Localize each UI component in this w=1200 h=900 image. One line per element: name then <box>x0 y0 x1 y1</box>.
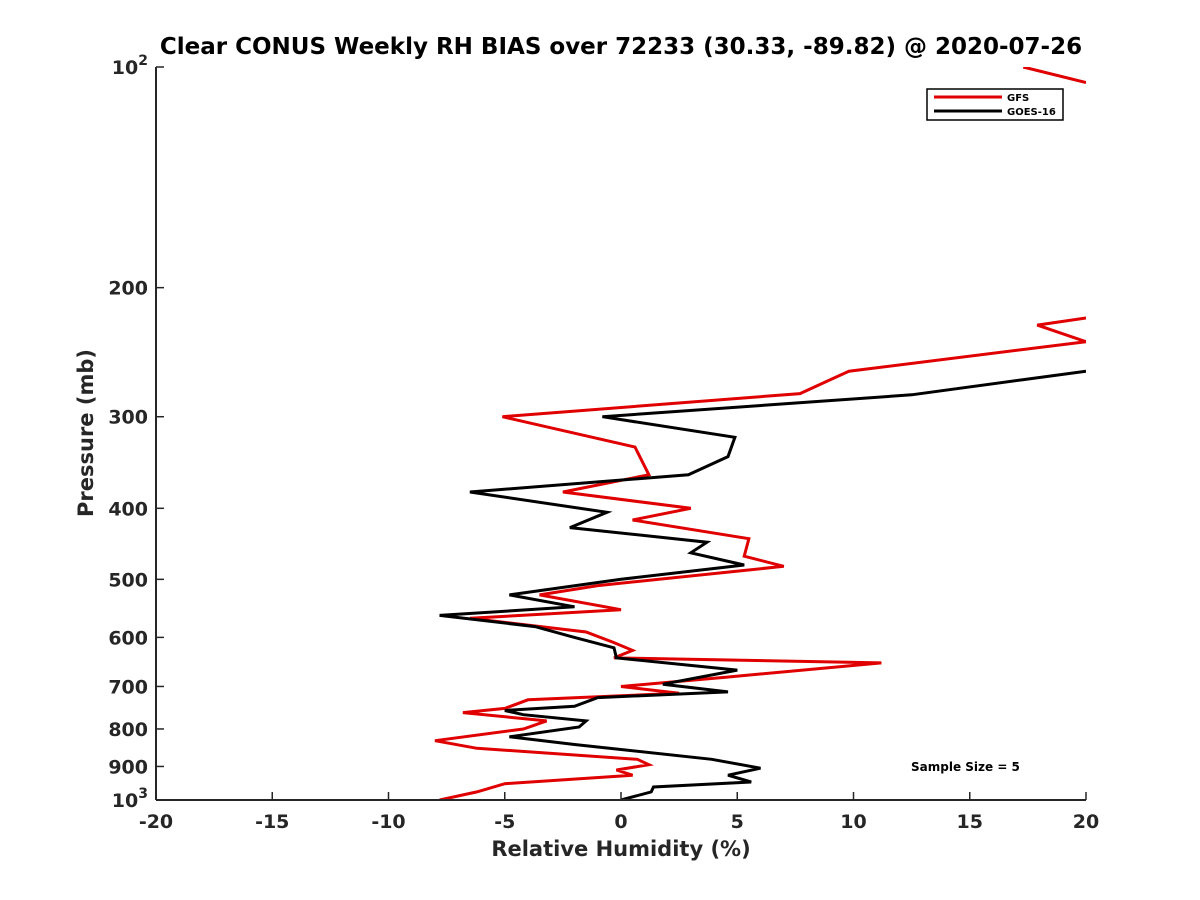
series-layer <box>434 67 1086 800</box>
sample-size-annotation: Sample Size = 5 <box>911 760 1020 774</box>
x-tick-label: -10 <box>371 811 405 833</box>
x-tick-label: 15 <box>957 811 983 833</box>
y-axis-label: Pressure (mb) <box>74 349 98 517</box>
plot-area: -20 -15 -10 -5 0 5 10 15 20 10220030040050060070… <box>108 53 1099 833</box>
series-line-segment-2 <box>1022 67 1086 84</box>
y-tick-label: 103 <box>112 786 148 812</box>
y-tick-label: 500 <box>108 569 148 591</box>
plot-background <box>156 67 1086 800</box>
x-tick-label: 10 <box>840 811 866 833</box>
y-tick-exponent: 2 <box>138 53 148 69</box>
y-tick-label: 700 <box>108 676 148 698</box>
x-tick-label: 5 <box>731 811 744 833</box>
chart-title: Clear CONUS Weekly RH BIAS over 72233 (3… <box>160 34 1082 60</box>
legend-box <box>926 88 1064 121</box>
y-tick-label: 300 <box>108 407 148 429</box>
y-tick-base: 10 <box>112 790 138 812</box>
series-line-goes-16 <box>439 369 1086 800</box>
series-line-gfs <box>434 316 1086 800</box>
y-tick-label: 900 <box>108 756 148 778</box>
y-tick-exponent: 3 <box>138 786 148 802</box>
x-tick-label: 20 <box>1073 811 1099 833</box>
y-tick-base: 10 <box>112 57 138 79</box>
y-tick-label: 800 <box>108 719 148 741</box>
x-tick-label: -5 <box>494 811 515 833</box>
legend-label-gfs: GFS <box>1007 93 1029 104</box>
y-tick-label: 600 <box>108 627 148 649</box>
y-tick-label: 102 <box>112 53 148 79</box>
legend: GFS GOES-16 <box>926 88 1064 121</box>
x-tick-label: 0 <box>614 811 627 833</box>
x-tick-label: -15 <box>255 811 289 833</box>
x-ticks: -20 -15 -10 -5 0 5 10 15 20 <box>139 792 1099 833</box>
y-tick-label: 400 <box>108 498 148 520</box>
x-tick-label: -20 <box>139 811 173 833</box>
legend-label-goes16: GOES-16 <box>1007 107 1056 118</box>
y-tick-label: 200 <box>108 278 148 300</box>
x-axis-label: Relative Humidity (%) <box>491 837 750 861</box>
